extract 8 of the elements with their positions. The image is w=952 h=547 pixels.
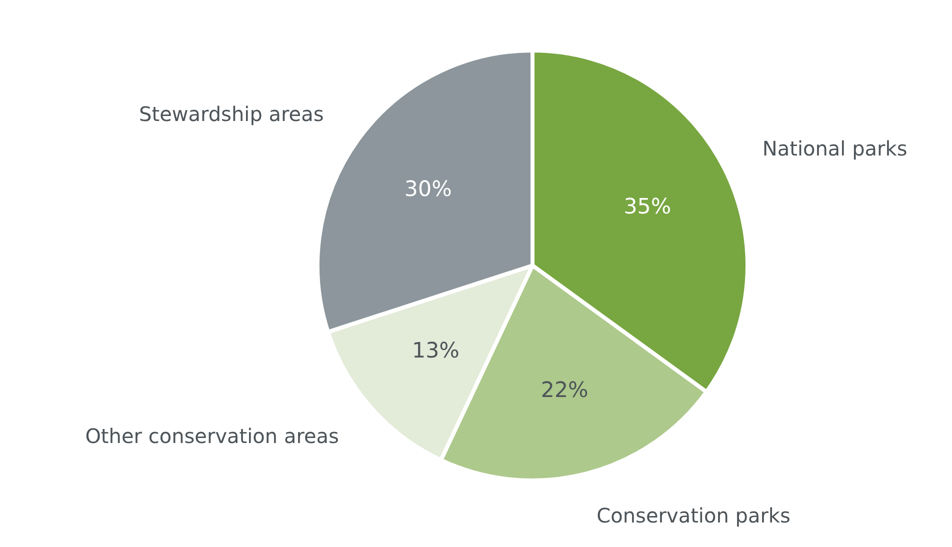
slice-label: Other conservation areas [85, 424, 339, 448]
slice-label: Conservation parks [596, 503, 790, 528]
data-label: 13% [412, 338, 460, 364]
data-label: 35% [624, 194, 672, 220]
slice-label: National parks [762, 136, 908, 160]
data-label: 22% [540, 378, 588, 403]
slice-label: Stewardship areas [139, 102, 324, 126]
data-label: 30% [404, 177, 452, 202]
